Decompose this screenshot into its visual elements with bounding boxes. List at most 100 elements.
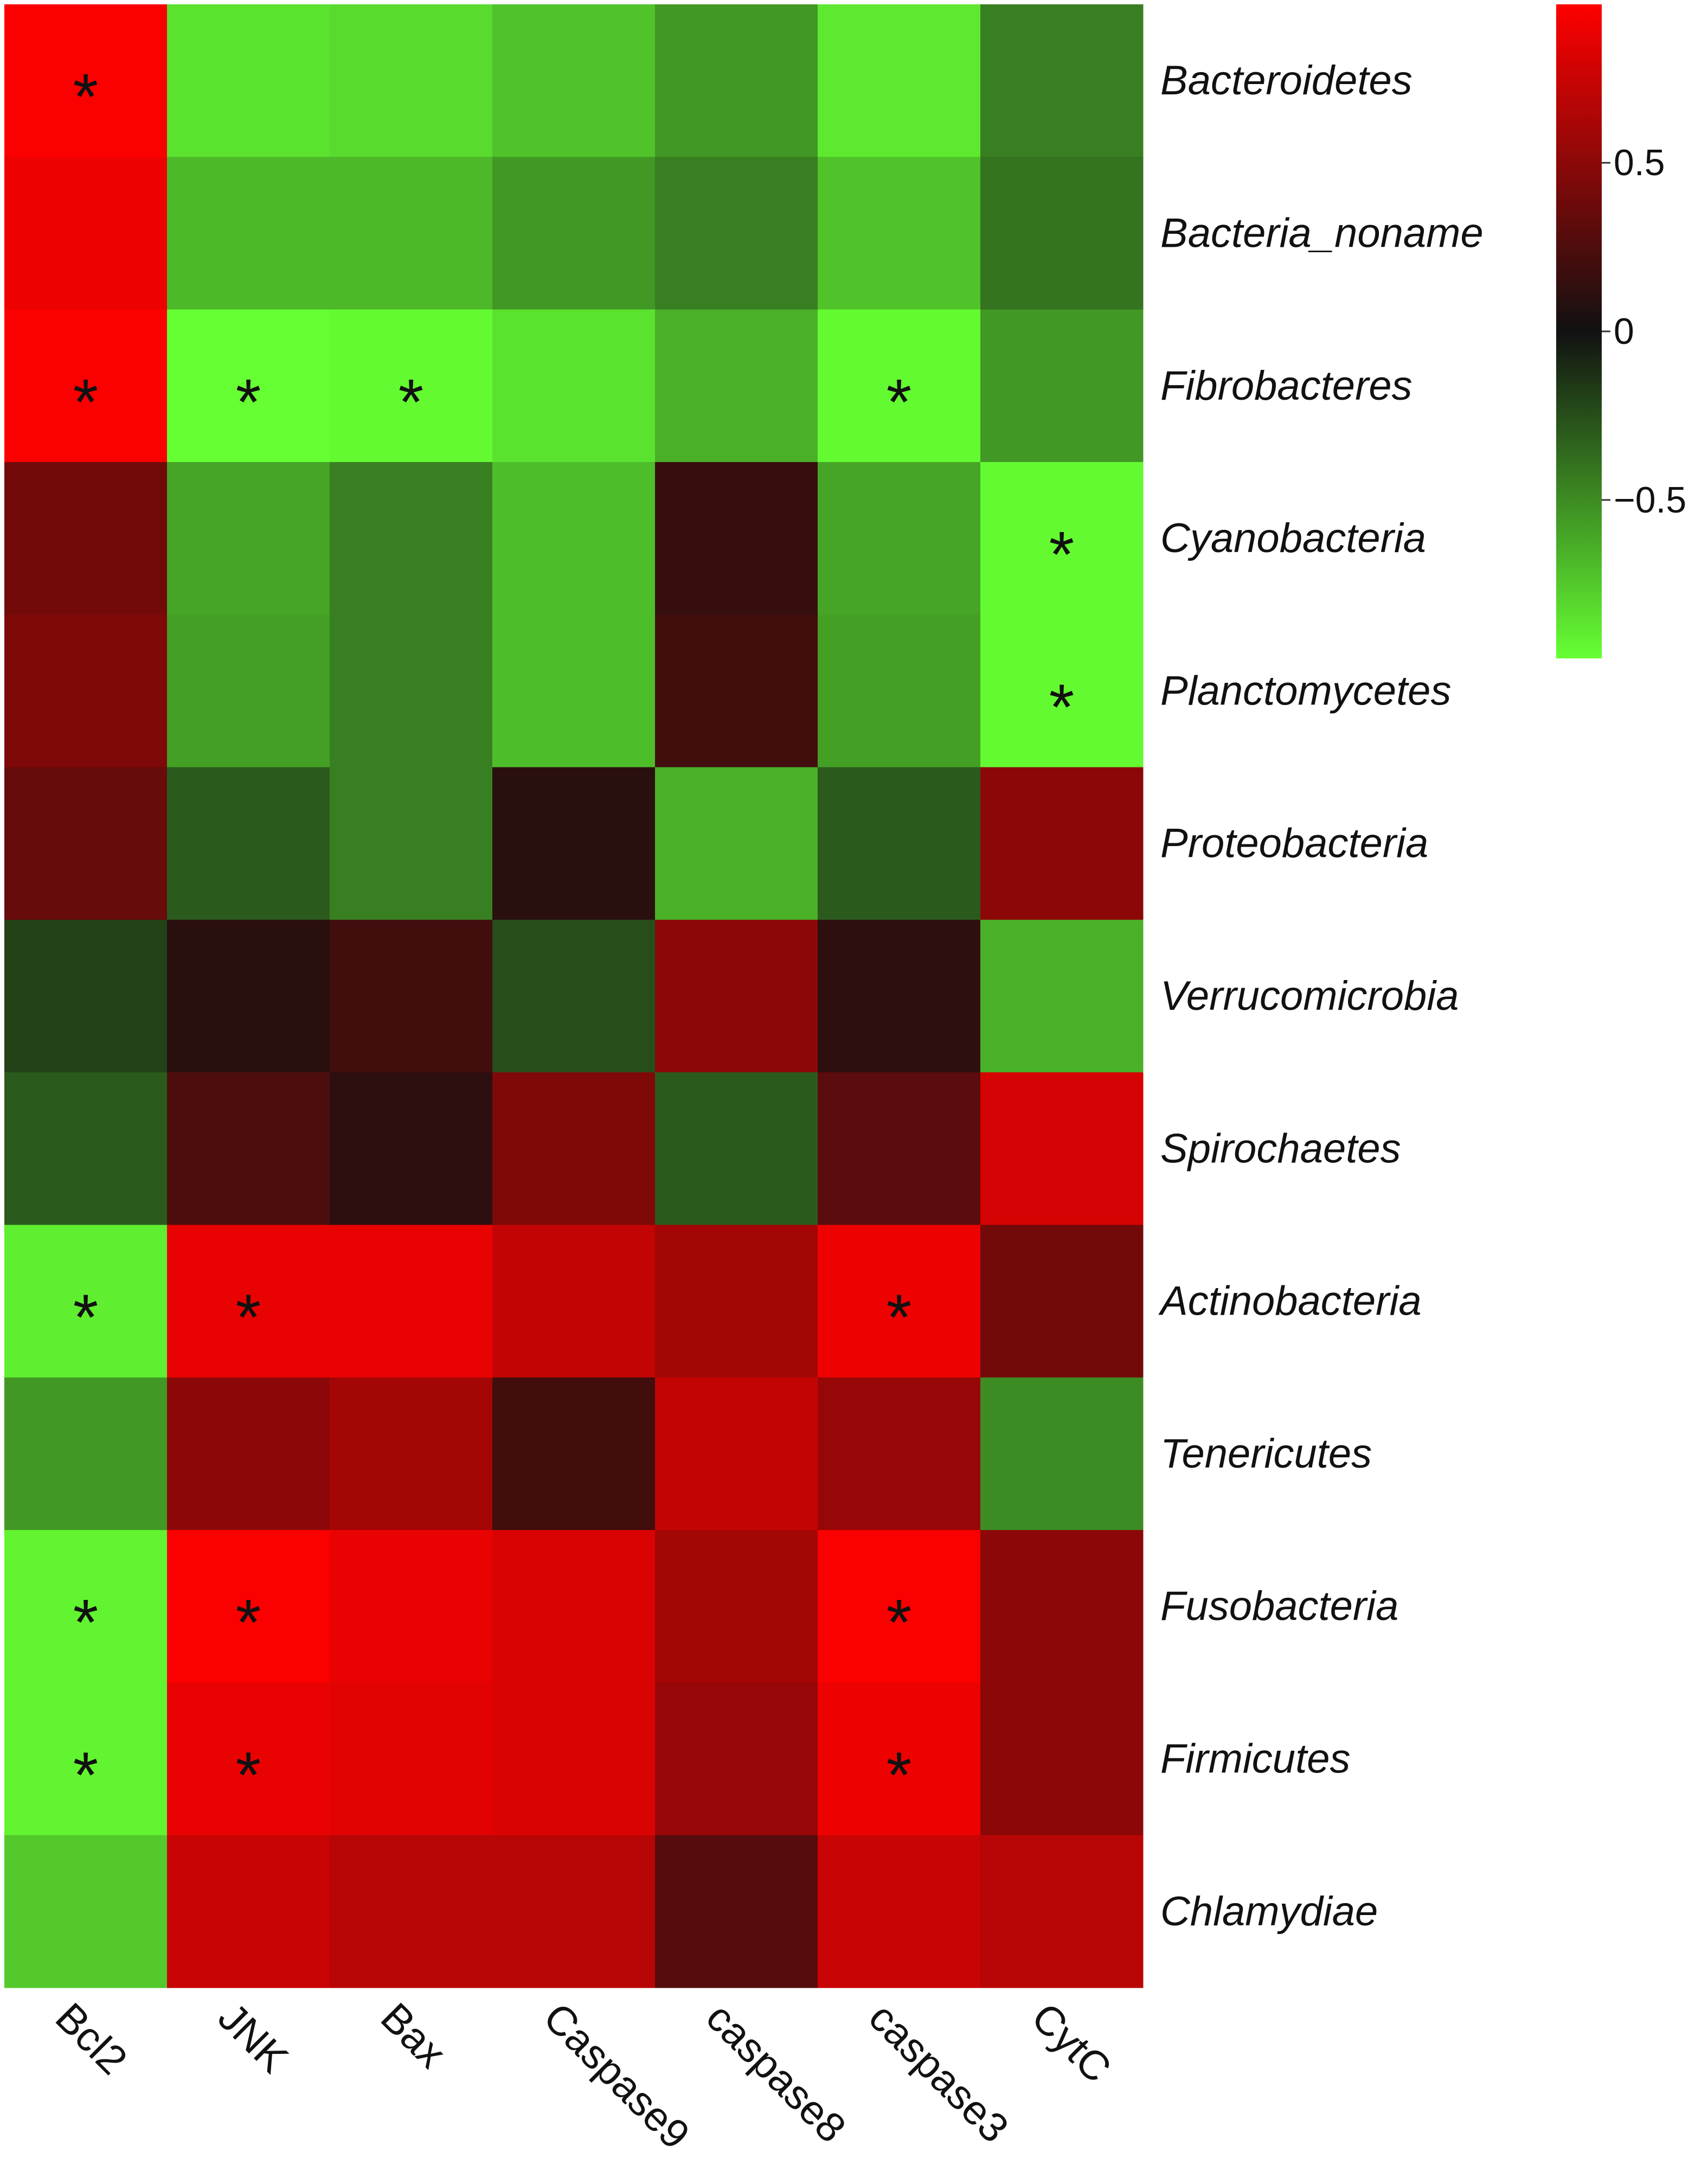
row-label: Chlamydiae — [1160, 1888, 1378, 1935]
heatmap-cell — [167, 1072, 330, 1225]
significance-star: * — [73, 61, 99, 133]
heatmap-cell — [818, 614, 981, 768]
significance-star: * — [1049, 518, 1075, 591]
heatmap-cell — [167, 1682, 330, 1836]
heatmap-cell — [4, 1530, 168, 1683]
row-label: Spirochaetes — [1160, 1125, 1401, 1171]
heatmap-cell — [980, 1377, 1144, 1531]
significance-star: * — [887, 1739, 912, 1811]
heatmap-cell — [492, 1682, 656, 1836]
heatmap-cell — [655, 309, 818, 463]
row-label: Fusobacteria — [1160, 1583, 1398, 1629]
heatmap-cell — [655, 1682, 818, 1836]
heatmap-cell — [167, 1835, 330, 1988]
heatmap-cell — [655, 1225, 818, 1378]
heatmap-cell — [492, 919, 656, 1073]
heatmap-cell — [818, 462, 981, 615]
significance-star: * — [236, 1586, 261, 1659]
significance-star: * — [73, 1739, 99, 1811]
row-label: Fibrobacteres — [1160, 363, 1412, 409]
significance-star: * — [887, 1281, 912, 1354]
heatmap-cell — [980, 1835, 1144, 1988]
colorbar — [1556, 4, 1602, 658]
heatmap-cell — [818, 1377, 981, 1531]
heatmap-cell — [980, 4, 1144, 157]
row-label: Firmicutes — [1160, 1736, 1350, 1782]
heatmap-cell — [492, 4, 656, 157]
heatmap-cell — [655, 1072, 818, 1225]
heatmap-cell — [655, 614, 818, 768]
heatmap-cell — [4, 309, 168, 463]
heatmap-cell — [655, 157, 818, 310]
significance-star: * — [73, 1281, 99, 1354]
heatmap-cell — [167, 4, 330, 157]
heatmap-cell — [492, 309, 656, 463]
heatmap-cell — [492, 1377, 656, 1531]
heatmap-cell — [492, 157, 656, 310]
heatmap-cell — [4, 4, 168, 157]
row-label: Proteobacteria — [1160, 821, 1428, 867]
heatmap-cell — [980, 614, 1144, 768]
heatmap-cell — [818, 4, 981, 157]
colorbar-tick-label: −0.5 — [1614, 479, 1686, 521]
heatmap-cell — [4, 157, 168, 310]
row-label: Actinobacteria — [1158, 1278, 1422, 1324]
significance-star: * — [73, 366, 99, 438]
heatmap-cell — [330, 462, 493, 615]
heatmap-cell — [492, 462, 656, 615]
significance-star: * — [236, 1281, 261, 1354]
colorbar-tick-label: 0 — [1614, 311, 1634, 352]
heatmap-cell — [330, 157, 493, 310]
heatmap-cell — [492, 614, 656, 768]
heatmap-cell — [330, 1682, 493, 1836]
heatmap-cell — [330, 1530, 493, 1683]
heatmap-cell — [4, 1225, 168, 1378]
row-label: Tenericutes — [1160, 1431, 1372, 1477]
heatmap-cell — [167, 767, 330, 920]
row-label: Verrucomicrobia — [1160, 973, 1459, 1019]
heatmap-cell — [167, 157, 330, 310]
heatmap-cell — [655, 4, 818, 157]
heatmap-cell — [492, 1225, 656, 1378]
colorbar-tick-label: 0.5 — [1614, 142, 1665, 183]
significance-star: * — [73, 1586, 99, 1659]
column-label: CytC — [1023, 1994, 1120, 2092]
heatmap-cell — [330, 1072, 493, 1225]
heatmap-cell — [167, 1530, 330, 1683]
row-label: Planctomycetes — [1160, 668, 1451, 714]
column-label: Bcl2 — [47, 1994, 136, 2084]
row-label: Bacteroidetes — [1160, 57, 1412, 104]
heatmap-cell — [818, 767, 981, 920]
heatmap-cell — [818, 1682, 981, 1836]
significance-star: * — [887, 366, 912, 438]
heatmap-cell — [655, 767, 818, 920]
heatmap-cell — [4, 1072, 168, 1225]
heatmap-cell — [655, 1377, 818, 1531]
heatmap-cell — [818, 309, 981, 463]
significance-star: * — [887, 1586, 912, 1659]
significance-star: * — [1049, 671, 1075, 744]
heatmap-cell — [980, 462, 1144, 615]
heatmap-cell — [330, 1225, 493, 1378]
heatmap-cell — [330, 4, 493, 157]
heatmap-cell — [818, 919, 981, 1073]
heatmap-cell — [818, 157, 981, 310]
heatmap-cell — [167, 462, 330, 615]
column-label: Caspase9 — [535, 1994, 698, 2158]
heatmap-cell — [818, 1835, 981, 1988]
heatmap-cell — [4, 1377, 168, 1531]
heatmap-cell — [167, 309, 330, 463]
heatmap-cell — [330, 1835, 493, 1988]
heatmap-cell — [167, 614, 330, 768]
heatmap-cell — [492, 1530, 656, 1683]
heatmap-cell — [4, 767, 168, 920]
heatmap-cell — [4, 614, 168, 768]
heatmap-cell — [492, 767, 656, 920]
heatmap-cell — [980, 309, 1144, 463]
significance-star: * — [399, 366, 424, 438]
heatmap-cell — [4, 919, 168, 1073]
heatmap-cell — [655, 1530, 818, 1683]
heatmap-cell — [330, 309, 493, 463]
heatmap-cell — [4, 1682, 168, 1836]
heatmap-cell — [980, 919, 1144, 1073]
